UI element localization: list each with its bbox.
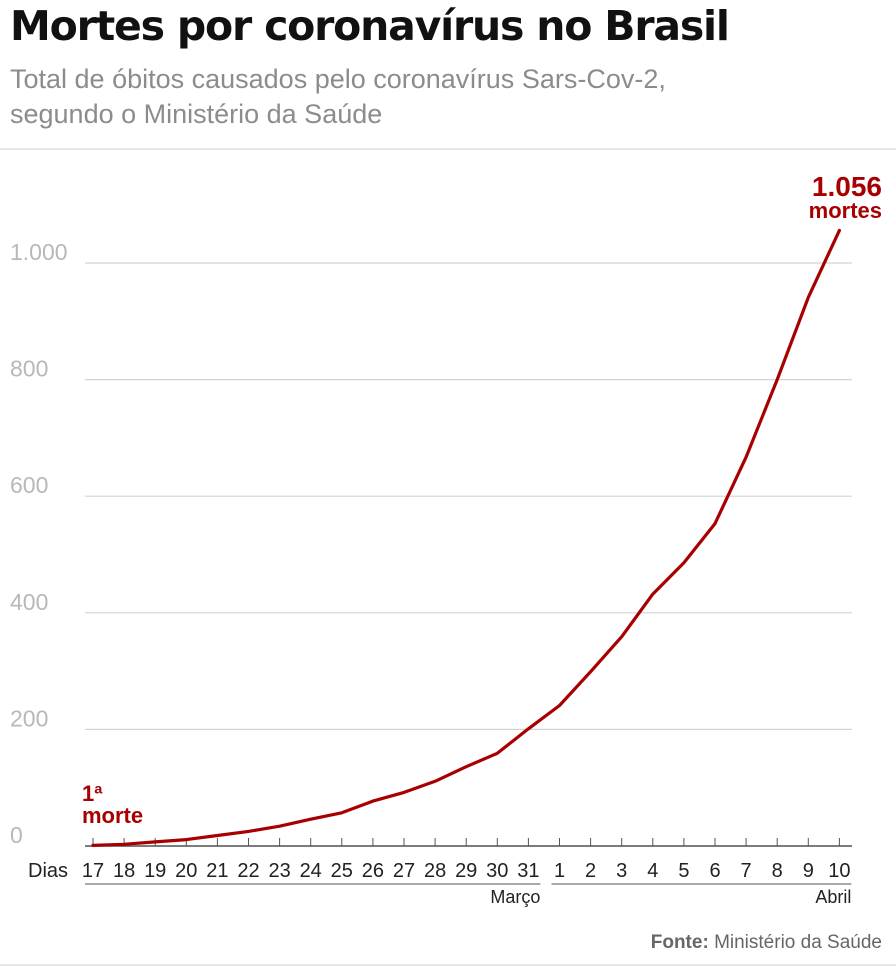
annotation-line-2: morte — [82, 803, 143, 828]
x-tick-label: 24 — [300, 860, 322, 882]
x-axis-label: Dias — [28, 860, 68, 882]
x-tick-label: 22 — [237, 860, 259, 882]
x-tick-label: 7 — [741, 860, 752, 882]
source-value: Ministério da Saúde — [714, 932, 882, 953]
x-tick-label: 2 — [585, 860, 596, 882]
y-tick-label: 600 — [10, 472, 48, 498]
x-tick-label: 20 — [175, 860, 197, 882]
x-tick-label: 1 — [554, 860, 565, 882]
x-tick-label: 6 — [709, 860, 720, 882]
x-tick-label: 30 — [486, 860, 508, 882]
month-label: Abril — [815, 887, 851, 907]
x-tick-label: 10 — [828, 860, 850, 882]
annotation-line-2: mortes — [809, 198, 882, 223]
x-tick-label: 31 — [517, 860, 539, 882]
y-tick-label: 1.000 — [10, 239, 68, 265]
y-tick-label: 0 — [10, 822, 23, 848]
x-tick-label: 29 — [455, 860, 477, 882]
x-tick-label: 23 — [268, 860, 290, 882]
source-note: Fonte: Ministério da Saúde — [651, 932, 882, 954]
y-tick-label: 200 — [10, 705, 48, 731]
chart-title: Mortes por coronavírus no Brasil — [10, 2, 730, 50]
y-axis-ticks: 0 200 400 600 800 1.000 — [10, 239, 68, 848]
x-tick-label: 21 — [206, 860, 228, 882]
source-label: Fonte: — [650, 932, 709, 953]
header-divider — [0, 148, 896, 150]
x-axis: Dias 17 18 19 20 21 22 23 24 25 26 27 28 29 30 31 1 2 3 4 5 6… — [28, 838, 852, 907]
series-line — [91, 228, 842, 848]
grid-lines — [85, 262, 852, 847]
chart-subtitle: Total de óbitos causados pelo coronavíru… — [10, 62, 666, 132]
x-tick-label: 17 — [82, 860, 104, 882]
x-tick-label: 19 — [144, 860, 166, 882]
x-tick-label: 18 — [113, 860, 135, 882]
x-tick-label: 3 — [616, 860, 627, 882]
x-tick-label: 9 — [803, 860, 814, 882]
annotation-line-1: 1.056 — [812, 171, 882, 202]
footer-divider — [0, 964, 896, 966]
x-tick-label: 28 — [424, 860, 446, 882]
x-tick-label: 27 — [393, 860, 415, 882]
y-tick-label: 800 — [10, 356, 48, 382]
y-tick-label: 400 — [10, 589, 48, 615]
subtitle-line-1: Total de óbitos causados pelo coronavíru… — [10, 64, 666, 94]
x-tick-label: 5 — [678, 860, 689, 882]
data-series — [91, 228, 842, 848]
x-tick-label: 26 — [362, 860, 384, 882]
x-tick-label: 25 — [331, 860, 353, 882]
x-tick-label: 8 — [772, 860, 783, 882]
annotation-line-1: 1ª — [82, 781, 103, 806]
month-label: Março — [490, 887, 540, 907]
subtitle-line-2: segundo o Ministério da Saúde — [10, 99, 383, 129]
x-tick-label: 4 — [647, 860, 658, 882]
